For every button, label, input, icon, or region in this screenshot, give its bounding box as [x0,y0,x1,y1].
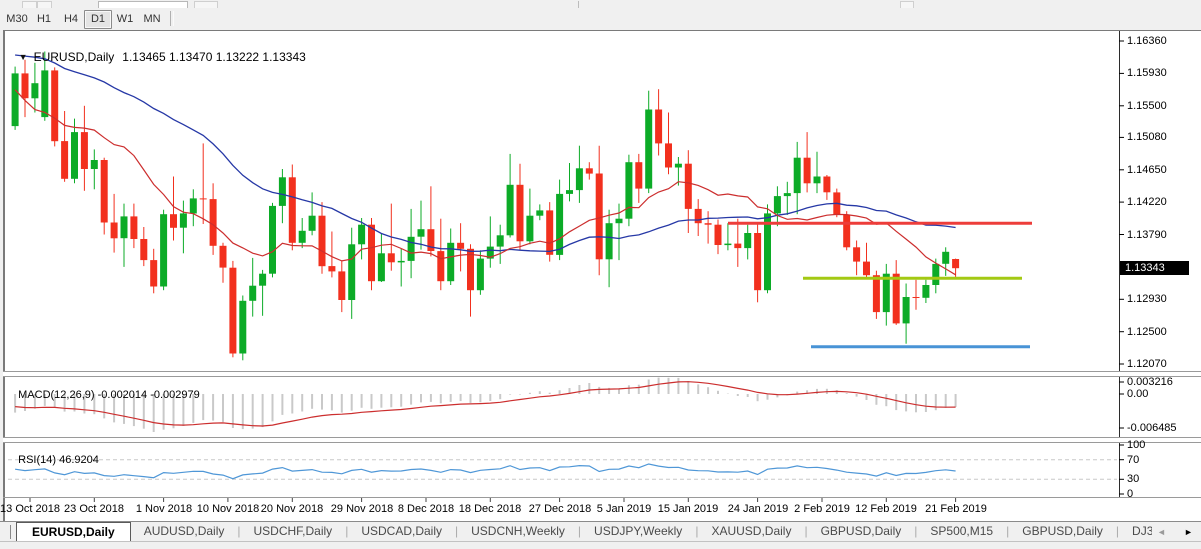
tab-separator: | [695,524,699,538]
toolbar-button-partial[interactable] [37,1,52,9]
date-axis-label: 24 Jan 2019 [727,503,789,515]
price-axis-label: 1.15500 [1127,100,1167,112]
timeframe-button-h1[interactable]: H1 [36,13,52,25]
date-axis-label: 23 Oct 2018 [64,503,124,515]
price-axis-label: 1.14220 [1127,196,1167,208]
tab-usdchf-daily[interactable]: USDCHF,Daily [253,524,333,538]
macd-axis-label: 0.003216 [1127,376,1173,388]
toolbar-button-partial[interactable] [22,1,37,9]
price-axis-label: 1.16360 [1127,35,1167,47]
tab-scroll-left-icon[interactable]: ◄ [1157,527,1166,537]
tab-separator: | [237,524,241,538]
tab-list: EURUSD,Daily AUDUSD,Daily | USDCHF,Daily | US… [16,522,1152,542]
timeframe-button-w1[interactable]: W1 [116,13,134,25]
current-price-tag: 1.13343 [1120,261,1189,275]
tab-bar-grip [10,525,15,539]
rsi-axis-label: 100 [1127,439,1146,451]
price-axis-label: 1.14650 [1127,164,1167,176]
price-axis-label: 1.12070 [1127,358,1167,370]
tab-separator: | [577,524,582,538]
macd-value: -0.002014 [97,389,148,401]
toolbar-button-partial[interactable] [194,1,218,9]
date-axis-label: 2 Feb 2019 [794,503,850,515]
chart-symbol-label: EURUSD,Daily [33,50,115,64]
window-bottom-edge [0,541,1201,549]
rsi-axis-label: 30 [1127,473,1140,485]
tab-separator: | [914,524,918,538]
chart-title: ▼ EURUSD,Daily 1.13465 1.13470 1.13222 1.1… [12,36,306,64]
chart-tab-bar: EURUSD,Daily AUDUSD,Daily | USDCHF,Daily | US… [0,521,1201,542]
tab-separator: | [455,524,459,538]
date-axis-label: 29 Nov 2018 [330,503,394,515]
price-axis-label: 1.12500 [1127,326,1167,338]
date-axis-label: 5 Jan 2019 [596,503,652,515]
macd-name: MACD(12,26,9) [18,389,95,401]
timeframe-toolbar: M30 H1 H4 D1 W1 MN [0,8,1201,30]
toolbar-separator [578,1,579,8]
rsi-indicator-label: RSI(14) 46.9204 [12,442,99,466]
timeframe-button-m30[interactable]: M30 [6,13,28,25]
price-axis-label: 1.15080 [1127,131,1167,143]
date-axis-label: 27 Dec 2018 [528,503,592,515]
timeframe-button-d1[interactable]: D1 [84,10,112,29]
date-axis-label: 8 Dec 2018 [397,503,455,515]
macd-axis-label: 0.00 [1127,388,1149,400]
tab-usdjpy-weekly[interactable]: USDJPY,Weekly [594,524,683,538]
tab-separator: | [345,524,349,538]
tab-sp500-m15[interactable]: SP500,M15 [930,524,994,538]
macd-indicator-label: MACD(12,26,9) -0.002014 -0.002979 [12,377,200,401]
rsi-axis-label: 0 [1127,488,1134,500]
date-axis-label: 21 Feb 2019 [925,503,987,515]
chart-dropdown-icon[interactable]: ▼ [18,52,28,62]
price-axis-label: 1.13790 [1127,229,1167,241]
tab-separator: | [804,524,808,538]
toolbar-button-partial[interactable] [900,1,914,9]
chart-window [3,30,1201,541]
chart-ohlc-values: 1.13465 1.13470 1.13222 1.13343 [122,50,306,64]
date-axis-label: 1 Nov 2018 [135,503,193,515]
date-axis-border [3,497,1201,498]
symbol-combo-partial[interactable] [98,1,188,9]
date-axis-label: 13 Oct 2018 [0,503,60,515]
tab-usdcnh-weekly[interactable]: USDCNH,Weekly [471,524,565,538]
date-axis-label: 12 Feb 2019 [855,503,917,515]
timeframe-button-h4[interactable]: H4 [63,13,79,25]
tab-dj30-h4[interactable]: DJ30,H4 [1132,524,1152,538]
rsi-panel-splitter[interactable] [3,437,1201,443]
rsi-name: RSI(14) [18,454,57,466]
tab-eurusd-daily[interactable]: EURUSD,Daily [16,522,131,542]
rsi-axis-label: 70 [1127,454,1140,466]
date-axis-label: 10 Nov 2018 [196,503,260,515]
price-axis-border [1119,31,1120,497]
timeframe-button-mn[interactable]: MN [143,13,161,25]
macd-panel-splitter[interactable] [3,371,1201,377]
tab-xauusd-daily[interactable]: XAUUSD,Daily [711,524,792,538]
date-axis-label: 15 Jan 2019 [657,503,719,515]
price-axis-label: 1.12930 [1127,293,1167,305]
price-axis-label: 1.15930 [1127,67,1167,79]
tab-separator: | [1006,524,1010,538]
rsi-value: 46.9204 [59,454,99,466]
tab-scroll-right-icon[interactable]: ► [1184,527,1193,537]
macd-signal-value: -0.002979 [150,389,200,401]
tab-gbpusd-daily[interactable]: GBPUSD,Daily [820,524,902,538]
tab-separator: | [1115,524,1120,538]
tab-usdcad-daily[interactable]: USDCAD,Daily [361,524,442,538]
toolbar-separator [170,11,174,26]
tab-audusd-daily[interactable]: AUDUSD,Daily [143,524,225,538]
date-axis-label: 18 Dec 2018 [458,503,522,515]
macd-axis-label: -0.006485 [1127,422,1177,434]
tab-gbpusd-daily-2[interactable]: GBPUSD,Daily [1022,524,1103,538]
date-axis-label: 20 Nov 2018 [260,503,324,515]
